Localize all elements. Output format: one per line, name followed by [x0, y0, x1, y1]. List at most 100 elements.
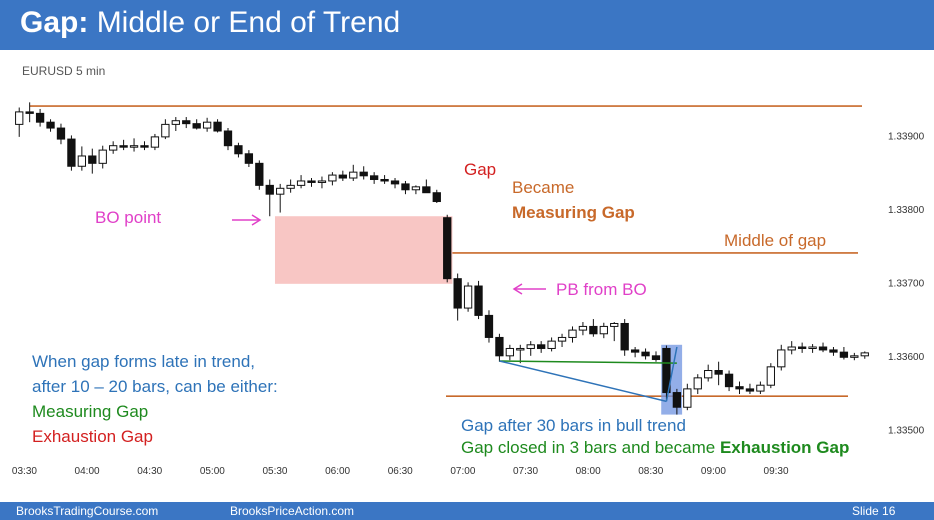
candle — [192, 119, 201, 130]
candle — [129, 138, 139, 152]
candle-body — [401, 183, 410, 191]
candle — [213, 119, 222, 133]
candle-body — [777, 349, 786, 368]
candle — [662, 345, 671, 400]
bo-point-label: BO point — [95, 208, 162, 227]
candle-body — [745, 388, 755, 392]
slide-title: Gap: Middle or End of Trend — [20, 6, 400, 40]
candle — [255, 160, 264, 190]
candle — [286, 179, 295, 193]
candle-body — [35, 112, 45, 123]
candle-body — [453, 278, 462, 309]
candle — [359, 166, 368, 180]
candle — [25, 102, 34, 123]
candle-body — [672, 392, 682, 408]
candle — [422, 179, 431, 194]
candle — [756, 381, 765, 395]
x-tick-label: 06:30 — [388, 466, 413, 477]
symbol-label: EURUSD 5 min — [22, 64, 106, 78]
candle — [672, 388, 682, 415]
candle-body — [213, 121, 222, 132]
candle-body — [630, 349, 640, 353]
candle — [349, 164, 358, 181]
candle-body — [526, 344, 535, 349]
exhaustion-gap-label: Exhaustion Gap — [719, 438, 850, 457]
x-tick-label: 08:00 — [576, 466, 601, 477]
candle-body — [578, 325, 588, 331]
pb-from-bo-label: PB from BO — [556, 280, 647, 299]
candle-body — [839, 351, 849, 358]
candle-body — [463, 285, 473, 309]
candle — [651, 351, 661, 362]
candle-body — [276, 187, 285, 195]
candle — [328, 172, 337, 186]
candle — [557, 333, 567, 347]
candle-body — [756, 384, 765, 392]
candle-body — [296, 180, 306, 186]
candle-body — [349, 171, 358, 179]
candle — [411, 185, 421, 195]
candle-body — [77, 155, 87, 167]
candle-body — [505, 347, 515, 357]
candle — [265, 179, 274, 217]
candle — [296, 175, 306, 189]
candle-body — [850, 355, 859, 358]
footer-bar: BrooksTradingCourse.com BrooksPriceActio… — [0, 502, 934, 520]
candle-body — [286, 184, 295, 189]
blue-trendline — [499, 360, 667, 403]
candle — [630, 347, 640, 358]
blue-trendline — [665, 346, 678, 402]
candle — [150, 133, 160, 151]
title-rest: Middle or End of Trend — [96, 6, 401, 39]
candle — [432, 189, 441, 203]
candle — [15, 107, 24, 137]
candle-body — [704, 370, 713, 379]
candle-body — [484, 314, 494, 338]
candle — [443, 214, 452, 283]
candle — [589, 319, 598, 337]
candle-body — [662, 347, 671, 394]
candle-body — [202, 121, 212, 129]
arrow-head — [512, 283, 523, 295]
candle — [829, 347, 838, 356]
x-tick-label: 09:00 — [701, 466, 726, 477]
candle — [599, 322, 608, 339]
candle-body — [359, 171, 368, 177]
x-tick-label: 03:30 — [12, 466, 37, 477]
candle-body — [787, 346, 796, 351]
candle — [808, 344, 817, 353]
candle — [276, 183, 285, 213]
candle-body — [119, 145, 128, 148]
green-trendline — [499, 360, 677, 364]
candle — [161, 119, 170, 140]
measuring-gap-label: Measuring Gap — [512, 203, 635, 222]
candle — [818, 342, 828, 353]
candle-body — [171, 120, 180, 125]
candle-body — [15, 111, 24, 125]
candle — [578, 322, 588, 336]
candle-body — [599, 325, 608, 335]
slide-number: Slide 16 — [852, 504, 896, 518]
candle-body — [338, 174, 347, 179]
candle-body — [557, 336, 567, 342]
candle — [56, 123, 66, 145]
candle-body — [641, 351, 650, 357]
candle — [463, 282, 473, 312]
option-exhaustion-gap: Exhaustion Gap — [32, 427, 153, 446]
candle-body — [46, 121, 55, 129]
candle — [369, 172, 379, 184]
candle — [704, 364, 713, 382]
candle-body — [244, 153, 254, 164]
candle-body — [380, 178, 389, 182]
y-tick-label: 1.33600 — [888, 352, 925, 363]
candle — [724, 370, 734, 392]
candle — [109, 141, 118, 154]
candle — [505, 344, 515, 361]
candle — [380, 175, 389, 184]
candle-body — [547, 340, 556, 349]
candle-body — [369, 175, 379, 180]
middle-of-gap-label: Middle of gap — [724, 231, 827, 250]
candle-body — [161, 123, 170, 138]
candle-body — [620, 322, 629, 351]
candle — [35, 108, 45, 127]
